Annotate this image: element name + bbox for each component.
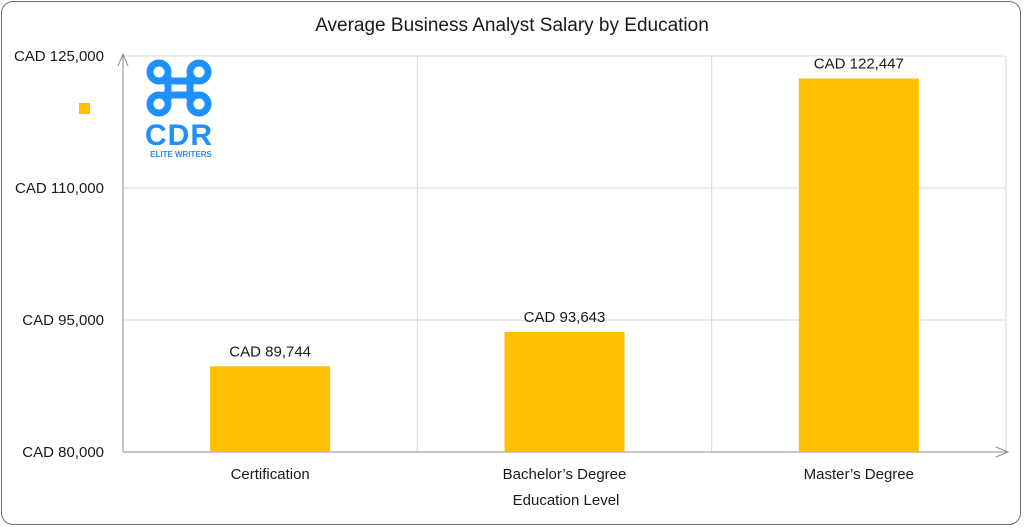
y-tick-label: CAD 110,000 xyxy=(15,180,104,197)
data-labels: CAD 89,744 CAD 93,643 CAD 122,447 xyxy=(229,55,904,360)
data-label: CAD 89,744 xyxy=(229,343,311,360)
bar xyxy=(210,366,331,452)
legend-marker xyxy=(79,103,90,114)
y-tick-labels: CAD 80,000 CAD 95,000 CAD 110,000 CAD 125,0… xyxy=(14,48,104,461)
bars xyxy=(210,78,919,452)
y-tick-label: CAD 80,000 xyxy=(22,444,104,461)
x-tick-labels: Certification Bachelor’s Degree Master’s D… xyxy=(231,466,914,483)
chart-title: Average Business Analyst Salary by Educa… xyxy=(315,15,709,36)
x-axis-arrow-icon xyxy=(995,446,1010,458)
data-label: CAD 93,643 xyxy=(524,309,606,326)
y-tick-label: CAD 95,000 xyxy=(22,312,104,329)
x-tick-label: Master’s Degree xyxy=(804,466,914,483)
y-axis-arrow-icon xyxy=(117,52,129,67)
x-tick-label: Bachelor’s Degree xyxy=(503,466,627,483)
bar xyxy=(798,78,919,452)
cdr-logo: CDR ELITE WRITERS xyxy=(145,59,213,159)
logo-letters: CDR xyxy=(145,119,213,152)
logo-tagline: ELITE WRITERS xyxy=(150,150,212,159)
command-symbol-icon xyxy=(146,59,212,117)
x-axis-label: Education Level xyxy=(513,492,620,509)
y-tick-label: CAD 125,000 xyxy=(14,48,104,65)
data-label: CAD 122,447 xyxy=(814,55,904,72)
x-tick-label: Certification xyxy=(231,466,310,483)
bar xyxy=(504,331,625,452)
